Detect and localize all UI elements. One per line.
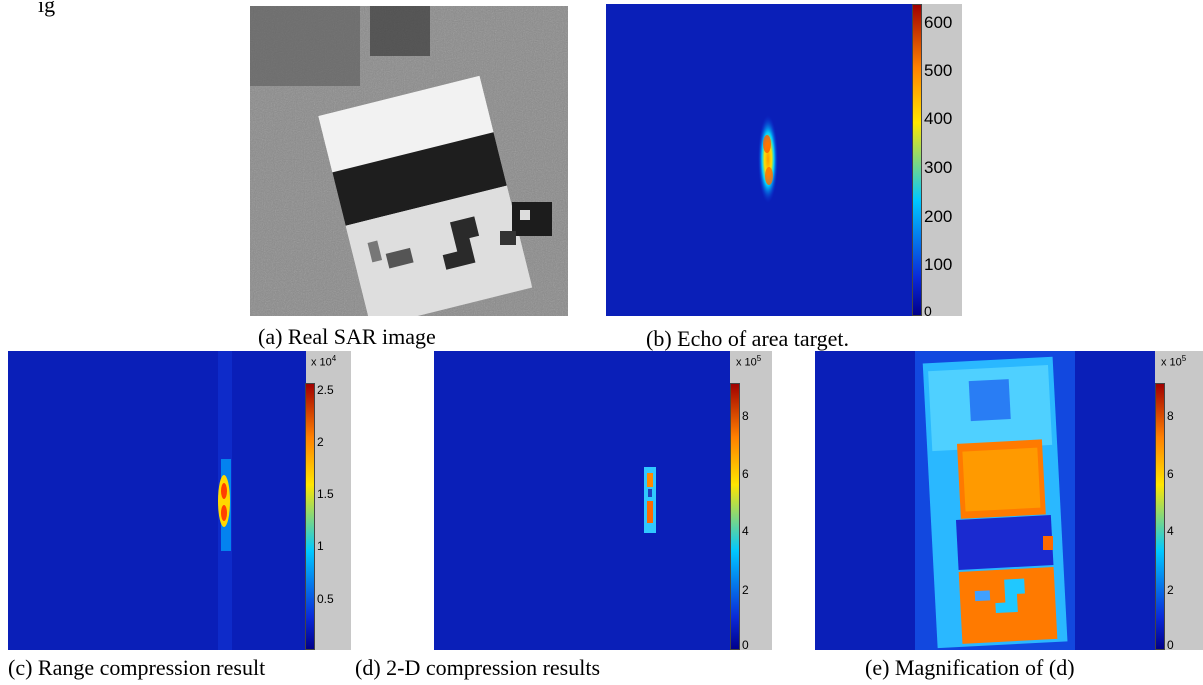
colorbar-d <box>730 383 740 650</box>
2d-compression-image <box>434 351 730 650</box>
caption-c: (c) Range compression result <box>8 655 266 680</box>
caption-b: (b) Echo of area target. <box>646 326 849 351</box>
range-compression-image <box>8 351 306 650</box>
magnification-image <box>815 351 1155 650</box>
colorbar-b <box>912 4 922 316</box>
colorbar-d-exponent: x 105 <box>736 354 762 369</box>
tick-b-500: 500 <box>924 61 953 80</box>
tick-c-2: 2 <box>317 435 324 449</box>
tick-c-0.5: 0.5 <box>317 592 334 606</box>
caption-e: (e) Magnification of (d) <box>865 655 1075 680</box>
panel-d: x 105 8 6 4 2 0 (d) 2-D compression resu… <box>355 351 774 685</box>
tick-c-1: 1 <box>317 539 324 553</box>
tick-d-4: 4 <box>742 524 749 538</box>
tick-b-0: 0 <box>924 303 932 319</box>
tick-b-300: 300 <box>924 158 953 177</box>
panel-b: 600 500 400 300 200 100 0 (b) Echo of ar… <box>606 4 968 350</box>
caption-a: (a) Real SAR image <box>258 324 436 349</box>
tick-d-6: 6 <box>742 467 749 481</box>
tick-d-2: 2 <box>742 583 749 597</box>
tick-c-1.5: 1.5 <box>317 487 334 501</box>
tick-e-0: 0 <box>1167 638 1174 652</box>
panel-c: x 104 2.5 2 1.5 1 0.5 (c) Range compress… <box>8 351 353 685</box>
colorbar-e <box>1155 383 1165 650</box>
panel-a: (a) Real SAR image <box>250 6 570 348</box>
colorbar-c-exponent: x 104 <box>311 354 337 369</box>
colorbar-e-exponent: x 105 <box>1161 354 1187 369</box>
tick-d-0: 0 <box>742 638 749 652</box>
header-fragment: ig <box>38 0 56 17</box>
echo-image <box>606 4 912 316</box>
tick-d-8: 8 <box>742 409 749 423</box>
panel-e: x 105 8 6 4 2 0 (e) Magnification of (d) <box>815 351 1203 685</box>
tick-e-8: 8 <box>1167 409 1174 423</box>
tick-b-400: 400 <box>924 109 953 128</box>
tick-b-600: 600 <box>924 13 953 32</box>
tick-e-4: 4 <box>1167 524 1174 538</box>
tick-c-2.5: 2.5 <box>317 383 334 397</box>
caption-d: (d) 2-D compression results <box>355 655 601 680</box>
tick-e-2: 2 <box>1167 583 1174 597</box>
tick-b-200: 200 <box>924 207 953 226</box>
tick-b-100: 100 <box>924 255 953 274</box>
colorbar-c <box>305 383 315 650</box>
tick-e-6: 6 <box>1167 467 1174 481</box>
sar-image <box>250 6 568 316</box>
